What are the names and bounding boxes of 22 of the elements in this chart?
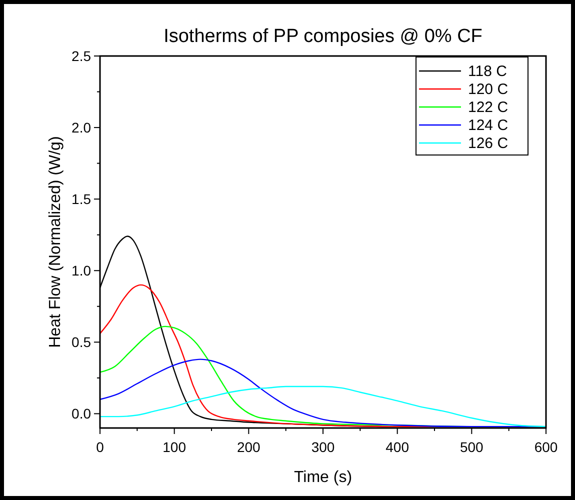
chart-title: Isotherms of PP composies @ 0% CF	[164, 26, 482, 47]
x-tick-label: 600	[534, 439, 558, 455]
x-tick-label: 0	[96, 439, 104, 455]
y-tick-label: 0.0	[72, 406, 92, 422]
x-tick-label: 500	[460, 439, 484, 455]
y-tick-label: 2.0	[72, 120, 92, 136]
x-tick-label: 100	[162, 439, 186, 455]
y-tick-label: 1.5	[72, 191, 92, 208]
x-tick-label: 200	[236, 439, 261, 455]
legend-label: 126 C	[468, 135, 508, 152]
y-tick-label: 2.5	[72, 48, 92, 64]
x-tick-label: 300	[311, 439, 335, 455]
legend-label: 122 C	[468, 99, 508, 116]
x-axis-title: Time (s)	[294, 469, 352, 486]
line-series	[99, 386, 547, 428]
legend-label: 120 C	[468, 81, 508, 98]
y-axis-title: Heat Flow (Normalized) (W/g)	[47, 136, 64, 348]
legend-label: 118 C	[468, 63, 508, 80]
y-tick-label: 1.0	[72, 262, 92, 279]
x-tick-label: 400	[386, 439, 410, 455]
y-tick-label: 0.5	[72, 334, 92, 350]
legend-label: 124 C	[468, 117, 508, 134]
